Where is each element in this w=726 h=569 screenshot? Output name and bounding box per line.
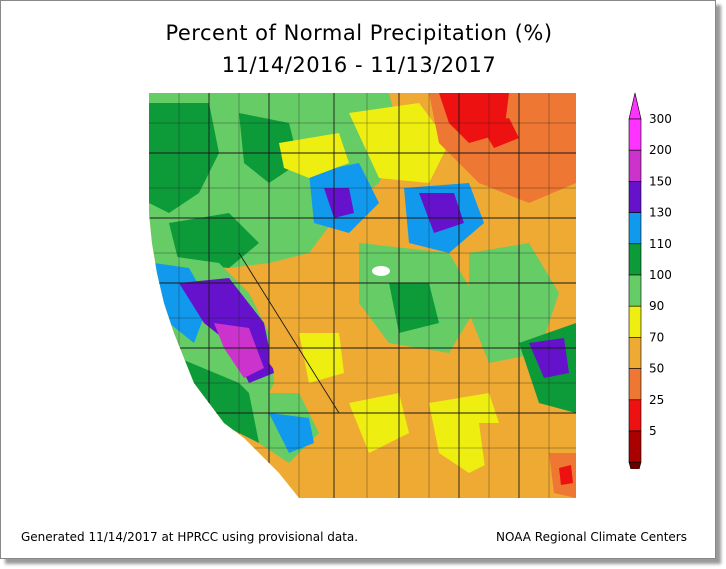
source-credit: NOAA Regional Climate Centers bbox=[496, 530, 687, 544]
legend-swatch bbox=[628, 118, 642, 151]
legend-label: 50 bbox=[649, 362, 664, 376]
legend-swatch bbox=[628, 399, 642, 432]
boundary-lines bbox=[149, 93, 576, 498]
legend-label: 25 bbox=[649, 393, 664, 407]
precip-field bbox=[149, 93, 576, 498]
legend-label: 90 bbox=[649, 299, 664, 313]
map-title: Percent of Normal Precipitation (%) bbox=[165, 21, 553, 45]
legend-label: 100 bbox=[649, 268, 672, 282]
legend-swatch bbox=[628, 305, 642, 338]
legend-label: 150 bbox=[649, 174, 672, 188]
legend-swatch bbox=[628, 337, 642, 369]
legend-arrow-bottom bbox=[628, 461, 642, 469]
legend-swatch bbox=[628, 243, 642, 276]
legend-label: 70 bbox=[649, 330, 664, 344]
legend-swatch bbox=[628, 212, 642, 245]
legend-swatch bbox=[628, 149, 642, 182]
legend-swatch bbox=[628, 368, 642, 401]
color-legend: 300 200 150 130 110 100 90 70 50 25 5 bbox=[628, 92, 672, 469]
legend-swatch bbox=[628, 430, 642, 463]
generated-note: Generated 11/14/2017 at HPRCC using prov… bbox=[21, 530, 359, 544]
legend-label: 130 bbox=[649, 206, 672, 220]
precipitation-map bbox=[149, 93, 576, 498]
map-date-range: 11/14/2016 - 11/13/2017 bbox=[221, 53, 497, 77]
legend-label: 5 bbox=[649, 424, 657, 438]
legend-label: 300 bbox=[649, 112, 672, 126]
legend-arrow-top bbox=[628, 92, 642, 120]
map-frame: Percent of Normal Precipitation (%) 11/1… bbox=[0, 0, 716, 559]
legend-label: 200 bbox=[649, 143, 672, 157]
legend-swatch bbox=[628, 274, 642, 307]
legend-label: 110 bbox=[649, 237, 672, 251]
legend-swatch bbox=[628, 181, 642, 213]
